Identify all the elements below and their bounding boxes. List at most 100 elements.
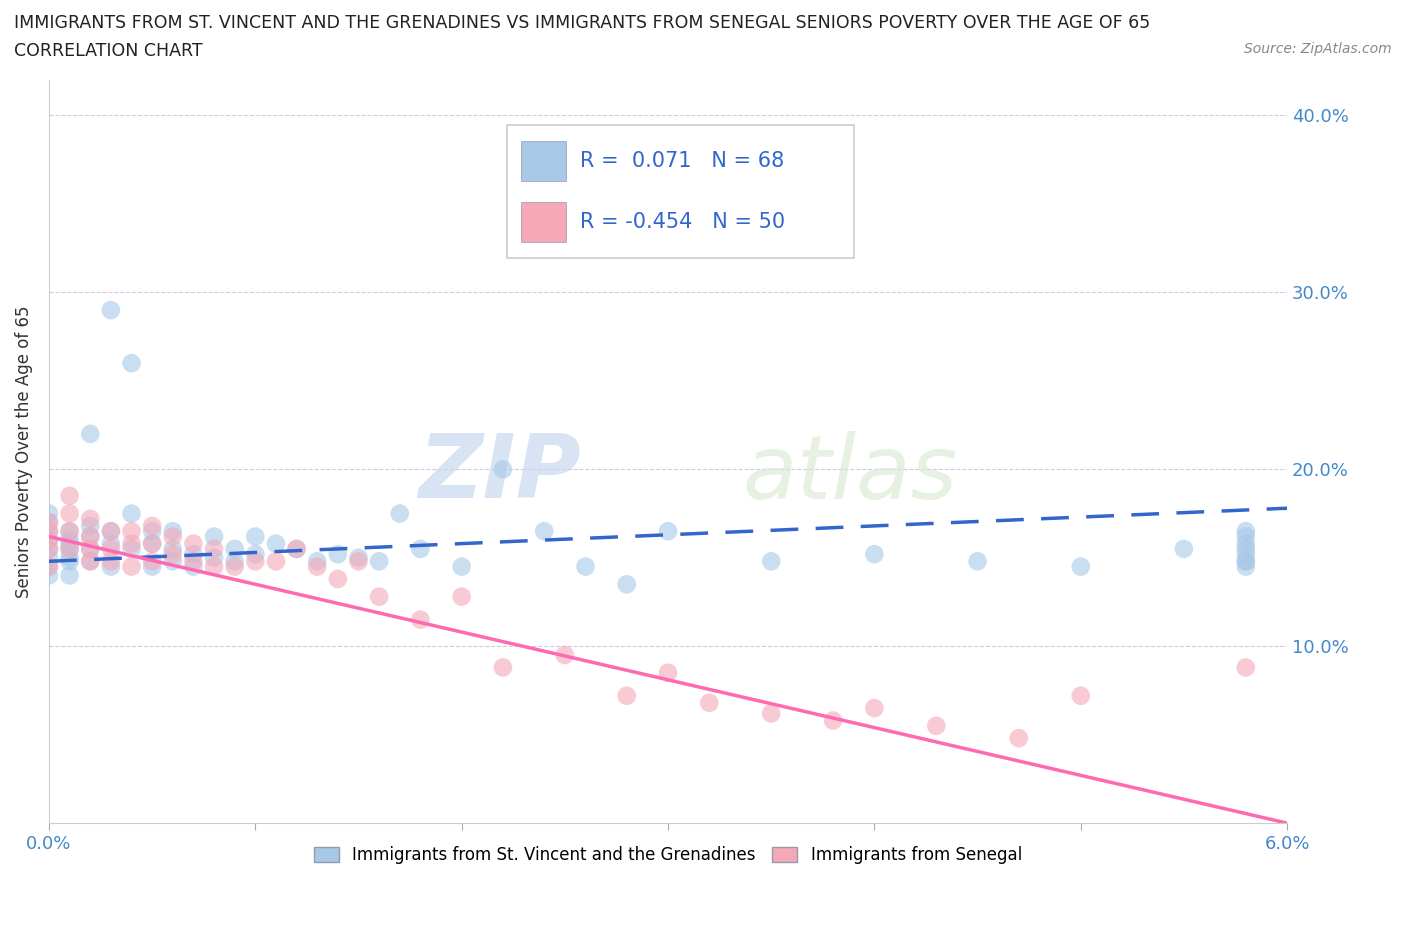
Point xyxy=(1234,529,1257,544)
Text: atlas: atlas xyxy=(742,431,957,517)
Point xyxy=(38,506,60,521)
Point xyxy=(368,554,391,569)
Point xyxy=(59,551,82,565)
Point xyxy=(307,554,329,569)
Point xyxy=(59,554,82,569)
Point xyxy=(554,647,576,662)
Point xyxy=(224,541,246,556)
Point xyxy=(100,524,122,538)
Point xyxy=(925,718,948,733)
Point xyxy=(38,533,60,548)
Text: ZIP: ZIP xyxy=(419,431,581,517)
Point xyxy=(59,537,82,551)
Point xyxy=(533,524,555,538)
Point xyxy=(162,541,184,556)
Point xyxy=(326,572,349,587)
Point xyxy=(79,427,101,442)
Point xyxy=(38,541,60,556)
Point xyxy=(79,529,101,544)
Legend: Immigrants from St. Vincent and the Grenadines, Immigrants from Senegal: Immigrants from St. Vincent and the Gren… xyxy=(308,839,1029,870)
Point xyxy=(224,554,246,569)
Point xyxy=(285,541,308,556)
Point xyxy=(202,559,225,574)
Point xyxy=(79,541,101,556)
Point xyxy=(79,519,101,534)
Point xyxy=(79,529,101,544)
Point xyxy=(1070,688,1092,703)
Point xyxy=(59,541,82,556)
Point xyxy=(761,554,783,569)
Text: CORRELATION CHART: CORRELATION CHART xyxy=(14,42,202,60)
Point xyxy=(245,529,267,544)
Point xyxy=(38,551,60,565)
Point xyxy=(409,612,432,627)
Y-axis label: Seniors Poverty Over the Age of 65: Seniors Poverty Over the Age of 65 xyxy=(15,305,32,598)
Point xyxy=(38,568,60,583)
Point xyxy=(224,559,246,574)
Point xyxy=(59,524,82,538)
Point xyxy=(347,551,370,565)
Point xyxy=(863,547,886,562)
Point xyxy=(79,512,101,526)
Point xyxy=(121,506,143,521)
Text: Source: ZipAtlas.com: Source: ZipAtlas.com xyxy=(1244,42,1392,56)
Point xyxy=(1234,554,1257,569)
Point xyxy=(1234,537,1257,551)
Point xyxy=(183,537,205,551)
Point xyxy=(141,559,163,574)
Point xyxy=(245,547,267,562)
Point xyxy=(121,537,143,551)
Point xyxy=(1070,559,1092,574)
Point xyxy=(183,559,205,574)
Point xyxy=(38,524,60,538)
Point xyxy=(1234,541,1257,556)
Point xyxy=(141,519,163,534)
Point xyxy=(59,488,82,503)
Point xyxy=(450,559,472,574)
Point xyxy=(616,688,638,703)
Point xyxy=(59,506,82,521)
Point xyxy=(162,547,184,562)
Point xyxy=(264,554,287,569)
Point xyxy=(38,515,60,530)
Point xyxy=(100,559,122,574)
Point xyxy=(697,696,720,711)
Point xyxy=(38,524,60,538)
Point xyxy=(79,554,101,569)
Point xyxy=(141,537,163,551)
Point xyxy=(1008,731,1031,746)
Point xyxy=(326,547,349,562)
Point xyxy=(141,524,163,538)
Point xyxy=(38,559,60,574)
Point xyxy=(863,700,886,715)
Point xyxy=(121,541,143,556)
Point xyxy=(121,524,143,538)
Point xyxy=(38,559,60,574)
Text: IMMIGRANTS FROM ST. VINCENT AND THE GRENADINES VS IMMIGRANTS FROM SENEGAL SENIOR: IMMIGRANTS FROM ST. VINCENT AND THE GREN… xyxy=(14,14,1150,32)
Point xyxy=(1234,660,1257,675)
Point xyxy=(368,590,391,604)
Point xyxy=(162,524,184,538)
Point xyxy=(823,713,845,728)
Point xyxy=(100,537,122,551)
Point xyxy=(121,355,143,370)
Point xyxy=(450,590,472,604)
Point xyxy=(1234,524,1257,538)
Point xyxy=(141,537,163,551)
Point xyxy=(100,302,122,317)
Point xyxy=(202,541,225,556)
Point xyxy=(59,568,82,583)
Point xyxy=(264,537,287,551)
Point xyxy=(966,554,988,569)
Point xyxy=(162,554,184,569)
Point xyxy=(38,541,60,556)
Point xyxy=(183,547,205,562)
Point xyxy=(162,529,184,544)
Point xyxy=(141,554,163,569)
Point xyxy=(202,529,225,544)
Point xyxy=(409,541,432,556)
Point xyxy=(657,665,679,680)
Point xyxy=(100,541,122,556)
Point xyxy=(59,541,82,556)
Point xyxy=(307,559,329,574)
